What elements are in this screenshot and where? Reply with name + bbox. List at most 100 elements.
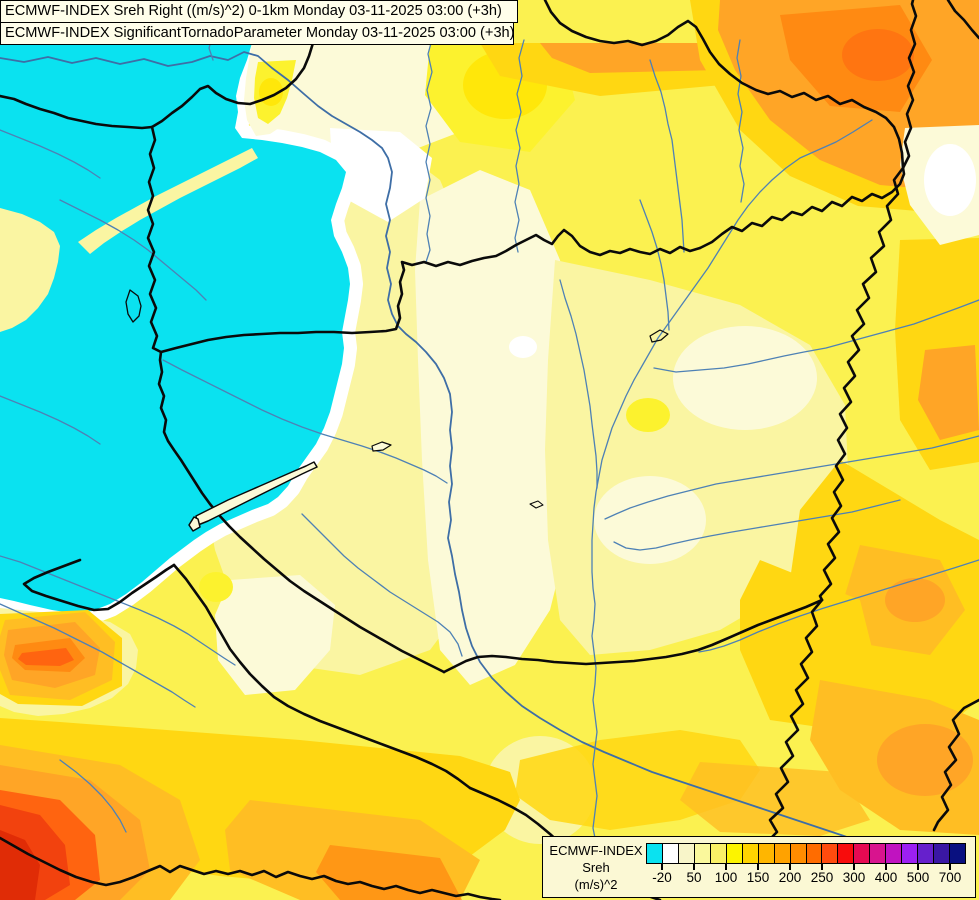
- bright-spot: [199, 572, 233, 602]
- rivers: [0, 0, 979, 842]
- legend-tick: [789, 864, 791, 870]
- white-pocket-ne: [924, 144, 976, 216]
- hornad-river: [736, 39, 745, 203]
- legend-tick-label: 700: [938, 870, 962, 885]
- zagyva-river: [559, 279, 598, 489]
- danube-river: [0, 51, 859, 842]
- legend-text-block: ECMWF-INDEX Sreh (m/s)^2: [549, 842, 643, 893]
- small-river-nw2: [59, 199, 207, 301]
- border-hu-hr-sw: [157, 350, 446, 674]
- legend-tick: [821, 864, 823, 870]
- legend-tick-label: 200: [778, 870, 802, 885]
- szamos-river: [653, 299, 979, 373]
- map-title-line1: ECMWF-INDEX Sreh Right ((m/s)^2) 0-1km M…: [0, 0, 518, 23]
- east-orange-pocket: [918, 345, 979, 440]
- legend-color-cell: [870, 844, 887, 863]
- romania-orange-core: [885, 578, 945, 622]
- small-river-sw: [59, 759, 127, 833]
- border-hr-bih-sava: [0, 836, 502, 900]
- legend-tick-label: 400: [874, 870, 898, 885]
- legend-units: (m/s)^2: [574, 877, 618, 893]
- border-ro-rs: [751, 598, 824, 866]
- border-top-right-fragment: [946, 0, 979, 40]
- legend-color-cell: [726, 844, 743, 863]
- legend-colorbar: [646, 843, 966, 864]
- legend-tick-label: -20: [652, 870, 672, 885]
- legend-color-cell: [838, 844, 855, 863]
- border-right-edge-fragment: [932, 698, 979, 832]
- legend-tick-label: 100: [714, 870, 738, 885]
- central-cream-region: [415, 170, 578, 685]
- legend-color-cell: [710, 844, 727, 863]
- sio-river: [301, 513, 463, 657]
- legend-tick: [725, 864, 727, 870]
- border-sk-ua-north: [901, 0, 918, 170]
- bright-spot: [626, 398, 670, 432]
- border-slovenia-cluster: [22, 558, 176, 612]
- legend-color-cell: [774, 844, 791, 863]
- legend-subtitle: Sreh: [582, 860, 610, 876]
- top-orange-band: [540, 43, 740, 73]
- south-amber-core: [316, 845, 462, 900]
- legend-tick-label: 150: [746, 870, 770, 885]
- legend-color-cell: [694, 844, 711, 863]
- lake-velence: [371, 441, 392, 452]
- koros-river-2: [613, 499, 901, 551]
- legend-color-cell: [854, 844, 871, 863]
- hron-river: [514, 39, 525, 253]
- legend-color-cell: [678, 844, 695, 863]
- legend-color-cell: [742, 844, 759, 863]
- vojvodina-amber: [680, 762, 870, 836]
- legend-color-cell: [758, 844, 775, 863]
- sw-corner-dark-red: [0, 830, 40, 900]
- legend-tick-label: 500: [906, 870, 930, 885]
- legend-tick-label: 50: [686, 870, 702, 885]
- lake-tisza: [649, 329, 669, 343]
- border-hu-sk-ne: [698, 166, 906, 250]
- legend-color-cell: [934, 844, 951, 863]
- legend-color-cell: [662, 844, 679, 863]
- border-hu-ro-east: [818, 166, 905, 602]
- legend-tick: [885, 864, 887, 870]
- lake-balaton-tip: [188, 516, 201, 532]
- plain-cream-pocket: [594, 476, 706, 564]
- negative-sreh-cyan-region: [0, 43, 350, 613]
- drava-upper-river: [0, 603, 196, 708]
- north-cream-band: [250, 43, 480, 155]
- small-river-w: [0, 395, 101, 445]
- pale-island-diagonal-band: [78, 148, 258, 254]
- legend-color-cell: [918, 844, 935, 863]
- tisza-river: [591, 119, 873, 839]
- border-hu-sk-north: [159, 228, 702, 354]
- small-lake: [529, 500, 544, 509]
- ne-hot-core: [842, 29, 914, 81]
- legend: ECMWF-INDEX Sreh (m/s)^2 -20 50 100 150 200 2…: [542, 836, 976, 898]
- small-river-nw: [0, 129, 101, 179]
- legend-color-cell: [790, 844, 807, 863]
- border-cz-at: [0, 94, 154, 130]
- legend-color-cell: [647, 844, 663, 863]
- legend-tick: [917, 864, 919, 870]
- lake-neusiedl: [125, 289, 142, 323]
- raba-river: [162, 359, 448, 484]
- legend-tick: [949, 864, 951, 870]
- koros-river: [604, 435, 979, 520]
- white-pocket-nw: [330, 128, 432, 222]
- bodrog-river: [649, 59, 685, 253]
- map-title-line2: ECMWF-INDEX SignificantTornadoParameter …: [0, 22, 514, 45]
- south-transdanubia-cream: [215, 575, 335, 695]
- pale-island-west-edge: [0, 208, 60, 332]
- legend-color-cell: [886, 844, 903, 863]
- legend-tick-label: 250: [810, 870, 834, 885]
- border-cz-sk: [150, 0, 323, 129]
- sajo-river: [639, 199, 670, 331]
- border-hu-rs-south: [442, 598, 824, 674]
- legend-tick-label: 300: [842, 870, 866, 885]
- legend-title: ECMWF-INDEX: [549, 843, 643, 858]
- legend-tick: [693, 864, 695, 870]
- legend-tick: [853, 864, 855, 870]
